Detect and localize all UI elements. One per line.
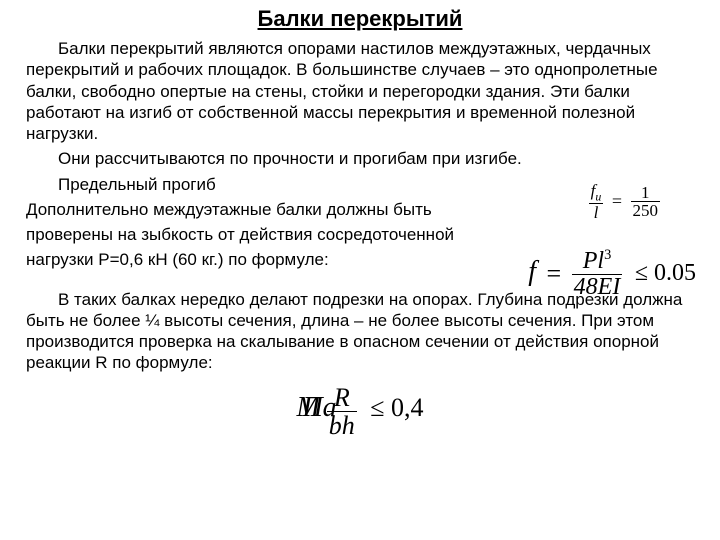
formula-shear: M R bh ≤ 0,4	[250, 382, 470, 438]
paragraph-additional-2: проверены на зыбкость от действия сосред…	[26, 224, 511, 245]
paragraph-intro: Балки перекрытий являются опорами настил…	[26, 38, 694, 144]
paragraph-additional-3: нагрузки Р=0,6 кН (60 кг.) по формуле:	[26, 249, 511, 270]
paragraph-additional-1: Дополнительно междуэтажные балки должны …	[26, 199, 521, 220]
paragraph-notch: В таких балках нередко делают подрезки н…	[26, 289, 694, 374]
formula-zhybkost: f = Pl3 48EI ≤ 0.05	[528, 248, 696, 300]
page-title: Балки перекрытий	[26, 6, 694, 32]
formula-deflection-ratio: fu l = 1 250	[589, 182, 660, 222]
paragraph-calc: Они рассчитываются по прочности и прогиб…	[26, 148, 694, 169]
